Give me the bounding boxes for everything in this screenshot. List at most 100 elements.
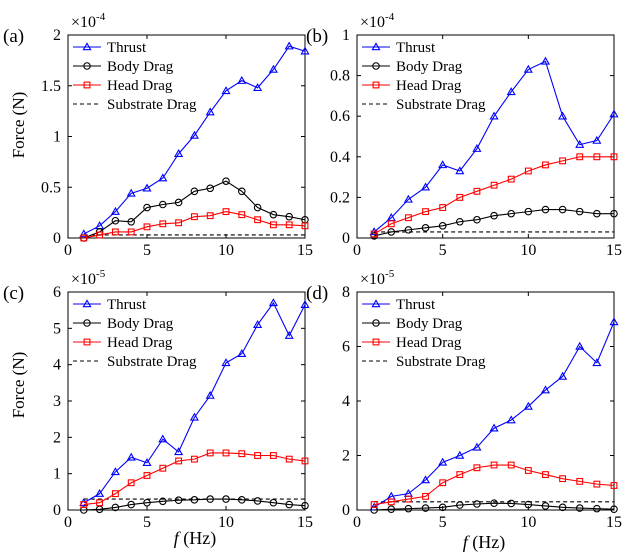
panel-c-head-drag-point [222,449,230,457]
panel-d-thrust-point [506,415,516,424]
panel-c-body-drag-point [80,506,88,514]
panel-c-thrust-point [110,467,120,476]
panel-d-head-drag-point [576,477,584,485]
panel-b-body-drag-point [524,207,533,216]
panel-b-thrust-point [558,111,568,120]
panel-b-thrust-point [403,194,413,203]
panel-c-thrust-point [79,498,89,506]
panel-b-body-drag-point [404,226,413,234]
panel-c-ytick-label: 3 [53,393,61,410]
x-axis-label-right: f (Hz) [463,532,506,552]
panel-c-head-drag-point [238,450,246,458]
panel-c-ytick-label: 5 [53,320,61,337]
panel-c-ytick-label: 1 [53,466,61,483]
panel-b-head-drag-point [370,230,378,238]
panel-c-body-drag-point [301,501,309,510]
panel-a-legend-thrust-text: Thrust [107,40,147,56]
panel-b-body-drag-line [374,209,614,237]
panel-d: 0 5 10 15 0 2 4 6 8 ×10-5 (d) Thrust Body Drag Head D… [306,268,622,531]
panel-c-thrust-point [189,412,199,421]
panel-b-ytick-label: 0.8 [330,68,350,85]
panel-c-head-drag-point [159,464,167,472]
panel-b-legend-head-drag-marker [372,81,380,89]
panel-b-ytick-label: 0.2 [330,189,350,206]
panel-d-head-drag-point [422,492,429,500]
panel-b-body-drag-point [490,211,498,220]
panel-d-body-drag-point [438,503,447,512]
panel-b-legend-head-drag-text: Head Drag [396,78,462,94]
panel-c-ytick-label: 6 [53,284,61,301]
panel-a-thrust-point [205,107,215,116]
panel-d-exponent-base: ×10 [360,271,385,288]
panel-a-body-drag-point [206,184,214,193]
panel-b-head-drag-point [387,220,395,228]
panel-c-head-drag-point [190,455,198,463]
panel-d-legend-thrust-text: Thrust [396,297,436,313]
panel-d-head-drag-point [370,501,378,508]
panel-b-body-drag-point [473,215,481,224]
panel-c-legend-body-drag-text: Body Drag [107,316,174,332]
panel-a-body-drag-point [238,187,246,196]
panel-d-thrust-point [472,442,482,451]
panel-d-body-drag-series [370,499,618,514]
panel-b-body-drag-point [593,209,601,218]
panel-d-legend-head-drag-marker [372,338,380,346]
panel-a-thrust-point [237,75,247,84]
panel-d-head-drag-point [404,495,412,503]
panel-a-head-drag-point [238,211,246,219]
panel-d-body-drag-point [421,504,430,512]
panel-c-thrust-point [95,488,105,497]
panel-b-head-drag-point [559,157,567,165]
panel-c-head-drag-point [96,499,104,507]
panel-a-body-drag-line [83,180,306,239]
panel-c-body-drag-line [83,498,306,511]
panel-a-thrust-point [126,188,136,197]
panel-b-legend-thrust-marker [371,42,381,51]
panel-b-head-drag-point [593,153,601,161]
panel-c-legend-thrust-marker [82,299,92,308]
x-axis-label-left-unit: (Hz) [179,528,216,549]
panel-a-legend-body-drag-text: Body Drag [107,59,174,75]
panel-d-body-drag-point [370,506,378,514]
panel-d-legend: Thrust Body Drag Head Drag Substrate Drag [362,297,486,370]
panel-c-body-drag-point [190,496,199,504]
panel-c-head-drag-line [83,452,306,506]
panel-d-body-drag-point [610,505,618,513]
panel-d-ytick-label: 2 [342,448,350,465]
panel-a-head-drag-point [222,208,230,216]
panel-b-exponent-label: ×10-4 [360,11,395,31]
panel-a-head-drag-line [83,211,306,239]
panel-b-body-drag-point [558,205,567,214]
panel-a-thrust-point [189,130,199,139]
panel-d-thrust-point [420,475,431,484]
panel-d-body-drag-point [490,499,498,507]
panel-b-head-drag-point [456,193,464,201]
panel-b-thrust-point [540,56,551,65]
panel-a-legend-body-drag-marker [83,62,91,70]
x-axis-label-right-unit: (Hz) [468,532,505,552]
panel-d-body-drag-point [541,502,550,510]
panel-d-head-drag-series [370,461,618,508]
panel-a-exponent-power: -4 [96,11,106,23]
panel-b-head-drag-point [490,181,498,189]
panel-a-body-drag-point [111,216,120,225]
panel-b: 0 5 10 15 0 0.2 0.4 0.6 0.8 1 ×10-4 (b) Thrust Body D… [306,11,622,259]
panel-a-thrust-point [79,229,89,238]
panel-d-body-drag-point [558,503,567,512]
panel-c-thrust-point [253,319,263,328]
panel-b-head-drag-point [404,214,412,222]
panel-d-thrust-point [489,423,499,432]
panel-a-thrust-point [253,83,263,92]
panel-d-head-drag-point [524,467,532,474]
panel-b-head-drag-point [576,153,584,161]
panel-c-exponent-base: ×10 [71,271,96,288]
panel-a-body-drag-point [253,203,262,212]
panel-a-ytick-label: 1 [53,129,61,146]
panel-b-exponent-base: ×10 [360,14,385,31]
panel-a-head-drag-point [190,213,198,221]
panel-a-thrust-point [158,173,168,182]
panel-d-body-drag-point [473,500,481,508]
panel-d-head-drag-point [387,498,395,506]
panel-c: 0 5 10 15 0 1 2 3 4 5 6 ×10-5 (c) Thrust Body Drag Head… [3,268,313,531]
